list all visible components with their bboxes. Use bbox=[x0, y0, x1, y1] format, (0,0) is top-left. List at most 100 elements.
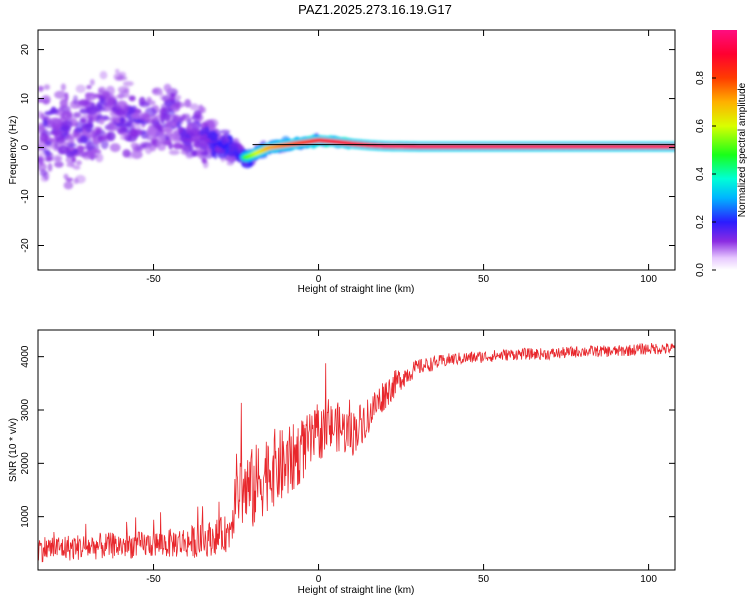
heatmap-cell bbox=[111, 104, 122, 115]
heatmap-cell bbox=[120, 116, 125, 123]
heatmap-cell bbox=[65, 150, 75, 158]
heatmap-cell bbox=[73, 112, 82, 118]
heatmap-cell bbox=[214, 146, 223, 152]
heatmap-cell bbox=[194, 137, 200, 145]
heatmap-cell bbox=[168, 149, 180, 155]
heatmap-ytick-label: 10 bbox=[20, 93, 31, 105]
heatmap-cell bbox=[205, 125, 210, 135]
heatmap-xtick-label: 100 bbox=[640, 274, 657, 285]
heatmap-xtick-label: 50 bbox=[478, 274, 490, 285]
heatmap-cell bbox=[73, 178, 79, 185]
heatmap-cell bbox=[189, 103, 199, 111]
heatmap-cell bbox=[38, 156, 44, 166]
heatmap-cell bbox=[107, 96, 116, 106]
heatmap-panel: -50 0 50 100 -20 -10 0 10 20 Height of straight … bbox=[8, 29, 676, 295]
heatmap-cell bbox=[160, 107, 166, 115]
colorbar-ticks: 0.0 0.2 0.4 0.6 0.8 bbox=[695, 71, 716, 277]
heatmap-cell bbox=[115, 75, 128, 81]
heatmap-cell bbox=[75, 160, 82, 166]
heatmap-cell bbox=[226, 161, 234, 166]
heatmap-cell bbox=[39, 169, 48, 177]
heatmap-cell bbox=[230, 141, 239, 152]
heatmap-cell bbox=[65, 177, 73, 182]
colorbar: 0.0 0.2 0.4 0.6 0.8 Normalized spectral ampl… bbox=[695, 30, 748, 277]
heatmap-cell bbox=[221, 137, 228, 145]
heatmap-cell bbox=[99, 71, 108, 80]
heatmap-cell bbox=[78, 99, 90, 106]
heatmap-cell bbox=[173, 101, 185, 108]
heatmap-cell bbox=[71, 156, 77, 163]
heatmap-ytick-label: 0 bbox=[20, 144, 31, 150]
heatmap-cell bbox=[103, 101, 110, 108]
heatmap-cell bbox=[61, 120, 73, 129]
heatmap-cell bbox=[89, 79, 95, 86]
heatmap-cell bbox=[225, 156, 237, 162]
snr-xtick-label: 0 bbox=[316, 574, 322, 585]
heatmap-cell bbox=[44, 140, 52, 146]
heatmap-cell bbox=[183, 137, 195, 143]
heatmap-cell bbox=[50, 131, 63, 136]
heatmap-cell bbox=[164, 132, 174, 137]
heatmap-cell bbox=[181, 113, 186, 121]
heatmap-cell bbox=[220, 156, 226, 162]
heatmap-cell bbox=[54, 156, 61, 161]
colorbar-tick-label: 0.4 bbox=[695, 167, 706, 181]
heatmap-cell bbox=[168, 142, 173, 150]
heatmap-cell bbox=[44, 149, 51, 158]
heatmap-cell bbox=[125, 121, 132, 127]
snr-xtick-label: 100 bbox=[640, 574, 657, 585]
heatmap-cell bbox=[162, 95, 172, 103]
heatmap-cell bbox=[38, 98, 44, 103]
heatmap-cell bbox=[189, 128, 201, 138]
colorbar-tick-label: 0.0 bbox=[695, 263, 706, 277]
colorbar-tick-label: 0.2 bbox=[695, 215, 706, 229]
heatmap-cell bbox=[39, 133, 49, 142]
colorbar-tick-label: 0.6 bbox=[695, 119, 706, 133]
heatmap-cell bbox=[122, 81, 134, 87]
snr-ylabel: SNR (10 * v/v) bbox=[8, 418, 19, 482]
heatmap-cell bbox=[66, 162, 75, 168]
heatmap-ticks: -50 0 50 100 -20 -10 0 10 20 bbox=[20, 30, 675, 285]
heatmap-cell bbox=[41, 95, 51, 105]
heatmap-xtick-label: -50 bbox=[146, 274, 161, 285]
heatmap-cell bbox=[230, 150, 239, 156]
heatmap-cell bbox=[144, 144, 153, 155]
heatmap-cell bbox=[109, 143, 121, 153]
snr-ticks: -50 0 50 100 1000 2000 3000 4000 bbox=[20, 330, 675, 585]
heatmap-cell bbox=[116, 125, 128, 134]
heatmap-cell bbox=[86, 154, 99, 159]
heatmap-cell bbox=[86, 85, 92, 90]
heatmap-cell bbox=[131, 150, 143, 159]
heatmap-xtick-label: 0 bbox=[316, 274, 322, 285]
colorbar-label: Normalized spectral amplitude bbox=[737, 82, 748, 217]
heatmap-cell bbox=[151, 87, 163, 96]
heatmap-cell bbox=[85, 92, 97, 101]
heatmap-cell bbox=[73, 165, 81, 170]
heatmap-cell bbox=[54, 161, 64, 168]
heatmap-cell bbox=[130, 128, 138, 138]
heatmap-cell bbox=[72, 129, 81, 137]
heatmap-cell bbox=[76, 145, 85, 154]
heatmap-cell bbox=[163, 83, 172, 92]
heatmap-area bbox=[38, 68, 675, 190]
heatmap-cell bbox=[38, 151, 46, 158]
heatmap-cell bbox=[130, 142, 139, 149]
heatmap-cell bbox=[174, 94, 182, 101]
heatmap-cell bbox=[60, 83, 66, 91]
heatmap-cell bbox=[157, 143, 166, 151]
heatmap-cell bbox=[88, 117, 93, 126]
heatmap-cell bbox=[73, 149, 79, 155]
heatmap-cell bbox=[59, 98, 68, 108]
heatmap-cell bbox=[38, 85, 44, 92]
heatmap-cell bbox=[86, 105, 98, 115]
snr-xlabel: Height of straight line (km) bbox=[298, 585, 415, 596]
heatmap-cell bbox=[163, 128, 174, 133]
heatmap-cell bbox=[98, 89, 104, 94]
heatmap-cell bbox=[108, 122, 117, 132]
snr-frame bbox=[37, 329, 676, 571]
heatmap-ytick-label: 20 bbox=[20, 44, 31, 56]
snr-ytick-label: 3000 bbox=[20, 398, 31, 421]
heatmap-cell bbox=[44, 111, 54, 116]
heatmap-cell bbox=[199, 139, 207, 149]
heatmap-cell bbox=[42, 119, 48, 127]
